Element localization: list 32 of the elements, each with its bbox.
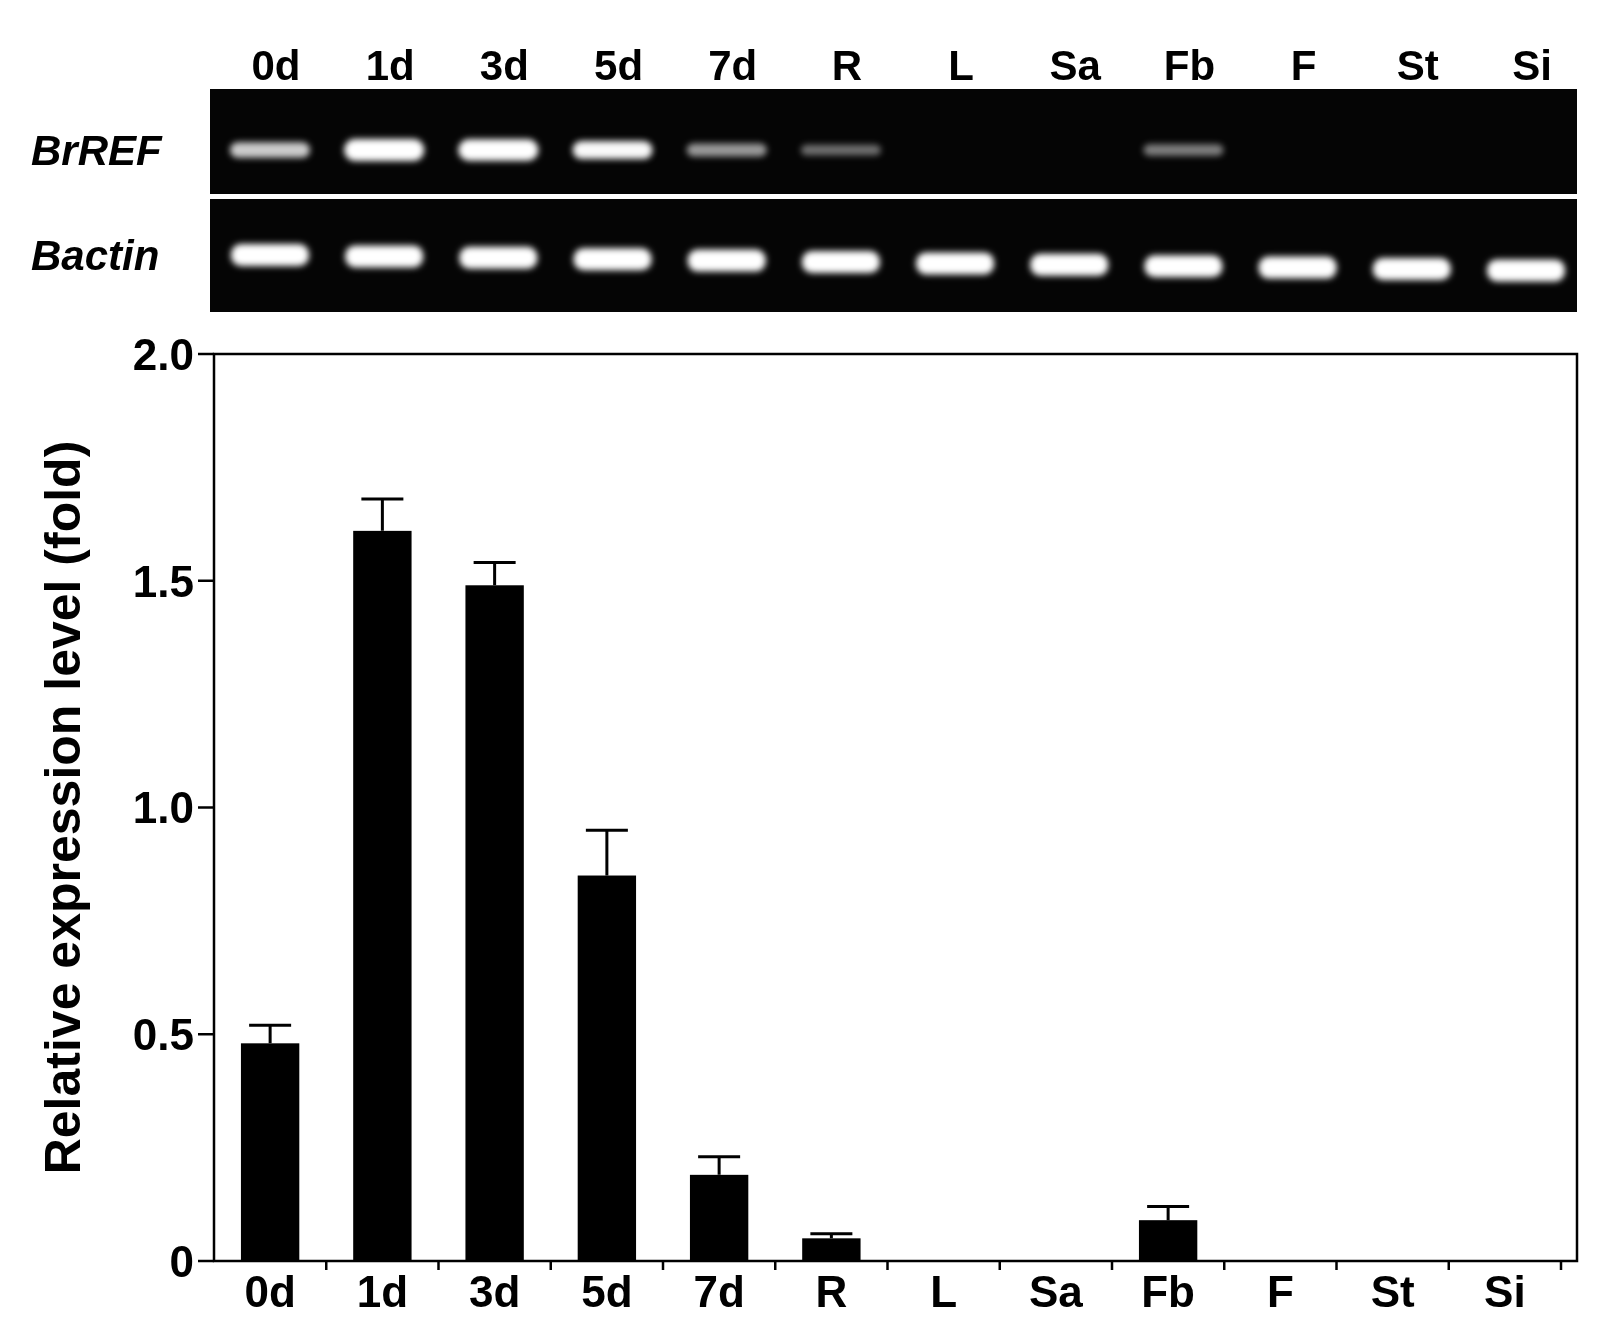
category-label: 5d [594, 42, 644, 89]
category-label: 1d [365, 42, 415, 89]
x-tick-label: 0d [244, 1267, 296, 1316]
y-tick-label: 1.5 [132, 556, 194, 606]
x-tick-label: Sa [1028, 1267, 1084, 1316]
x-tick-label: L [930, 1267, 958, 1316]
x-tick-label: St [1370, 1267, 1415, 1316]
category-label: 0d [251, 42, 301, 89]
x-tick-label: 7d [693, 1267, 745, 1316]
y-tick-label: 0 [169, 1236, 194, 1286]
category-label: Fb [1163, 42, 1216, 89]
x-tick-label: 3d [468, 1267, 521, 1316]
x-tick-label: Si [1484, 1267, 1526, 1316]
x-tick-label: 1d [356, 1267, 409, 1316]
y-tick-label: 2.0 [132, 329, 194, 379]
category-label: Sa [1049, 42, 1101, 89]
y-tick-label: 0.5 [132, 1010, 194, 1060]
category-label: Si [1512, 42, 1552, 89]
text: BrREF [31, 127, 164, 174]
x-tick-label: F [1266, 1267, 1294, 1316]
category-label: 3d [479, 42, 529, 89]
category-label: 7d [708, 42, 758, 89]
category-label: F [1290, 42, 1317, 89]
x-tick-label: Fb [1141, 1267, 1196, 1316]
x-tick-label: R [815, 1267, 848, 1316]
y-axis-title: Relative expression level (fold) [35, 440, 91, 1175]
text: Bactin [31, 232, 160, 279]
category-label: St [1396, 42, 1439, 89]
x-tick-label: 5d [581, 1267, 633, 1316]
category-label: L [948, 42, 974, 89]
category-label: R [831, 42, 863, 89]
y-tick-label: 1.0 [132, 783, 194, 833]
